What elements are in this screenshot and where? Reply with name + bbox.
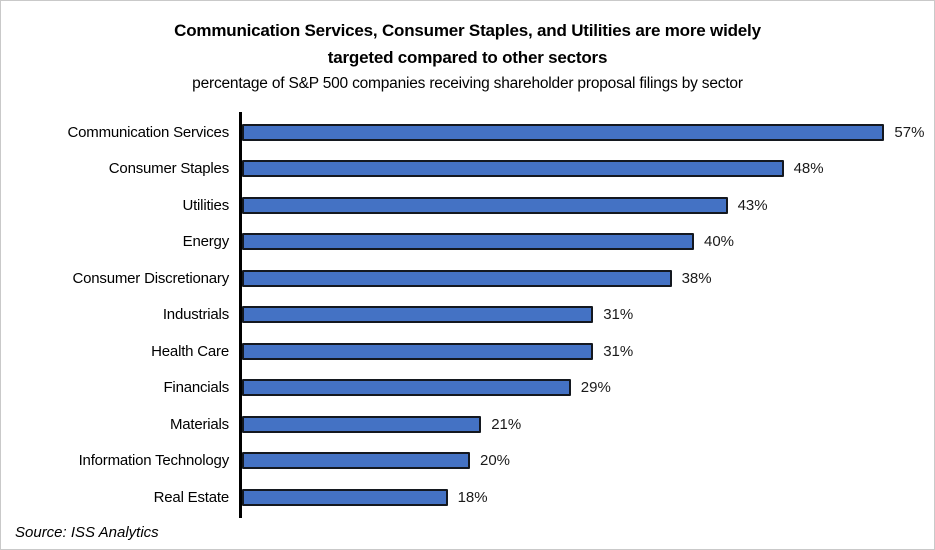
bar xyxy=(242,342,594,360)
bar-row: Real Estate 18% xyxy=(1,479,934,516)
bar-row: Information Technology 20% xyxy=(1,443,934,480)
bar-cell: 48% xyxy=(229,160,934,178)
bar xyxy=(242,379,571,397)
chart-title-line1: Communication Services, Consumer Staples… xyxy=(174,21,761,40)
bar-row: Consumer Staples 48% xyxy=(1,151,934,188)
bar xyxy=(242,233,694,251)
category-label: Industrials xyxy=(162,306,229,324)
bar xyxy=(242,452,470,470)
category-label: Consumer Staples xyxy=(108,160,229,178)
value-label: 18% xyxy=(457,488,488,506)
category-label: Real Estate xyxy=(153,488,230,506)
value-label: 31% xyxy=(603,306,634,324)
bar-cell: 29% xyxy=(229,379,934,397)
value-label: 21% xyxy=(491,415,522,433)
category-label: Communication Services xyxy=(67,123,230,141)
bar-row: Communication Services 57% xyxy=(1,114,934,151)
bar-cell: 40% xyxy=(229,233,934,251)
category-label: Consumer Discretionary xyxy=(72,269,230,287)
y-axis-line xyxy=(239,112,242,518)
bar-row: Materials 21% xyxy=(1,406,934,443)
value-label: 48% xyxy=(793,160,824,178)
bar-cell: 38% xyxy=(229,269,934,287)
bar-cell: 18% xyxy=(229,488,934,506)
value-label: 20% xyxy=(480,452,511,470)
value-label: 57% xyxy=(894,123,925,141)
bar-cell: 20% xyxy=(229,452,934,470)
bar xyxy=(242,160,784,178)
category-label: Health Care xyxy=(151,342,229,360)
value-label: 38% xyxy=(681,269,712,287)
plot-area: Communication Services 57% Consumer Staple… xyxy=(1,112,934,518)
bar-cell: 31% xyxy=(229,306,934,324)
category-label: Energy xyxy=(182,233,230,251)
bar-row: Utilities 43% xyxy=(1,187,934,224)
bar xyxy=(242,488,448,506)
bar xyxy=(242,269,672,287)
bar-cell: 21% xyxy=(229,415,934,433)
value-label: 40% xyxy=(704,233,735,251)
bar-cell: 57% xyxy=(229,123,934,141)
value-label: 31% xyxy=(603,342,634,360)
bar-row: Industrials 31% xyxy=(1,297,934,334)
bar-cell: 43% xyxy=(229,196,934,214)
category-label: Financials xyxy=(163,379,229,397)
bar xyxy=(242,306,594,324)
category-label: Materials xyxy=(169,415,229,433)
bar-rows: Communication Services 57% Consumer Staple… xyxy=(1,114,934,516)
chart-header: Communication Services, Consumer Staples… xyxy=(1,1,934,97)
chart-title-line2: targeted compared to other sectors xyxy=(327,48,608,67)
category-label: Utilities xyxy=(182,196,229,214)
value-label: 43% xyxy=(737,196,768,214)
source-note: Source: ISS Analytics xyxy=(15,524,159,541)
bar-row: Consumer Discretionary 38% xyxy=(1,260,934,297)
chart-subtitle: percentage of S&P 500 companies receivin… xyxy=(192,75,743,92)
bar-row: Financials 29% xyxy=(1,370,934,407)
value-label: 29% xyxy=(580,379,611,397)
bar xyxy=(242,123,885,141)
bar xyxy=(242,196,728,214)
bar-row: Health Care 31% xyxy=(1,333,934,370)
bar xyxy=(242,415,482,433)
bar-cell: 31% xyxy=(229,342,934,360)
bar-row: Energy 40% xyxy=(1,224,934,261)
category-label: Information Technology xyxy=(78,452,230,470)
